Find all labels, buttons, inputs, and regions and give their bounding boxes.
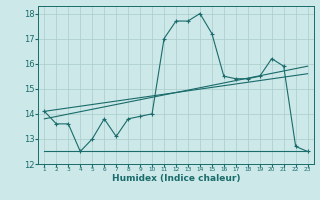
X-axis label: Humidex (Indice chaleur): Humidex (Indice chaleur) [112,174,240,183]
